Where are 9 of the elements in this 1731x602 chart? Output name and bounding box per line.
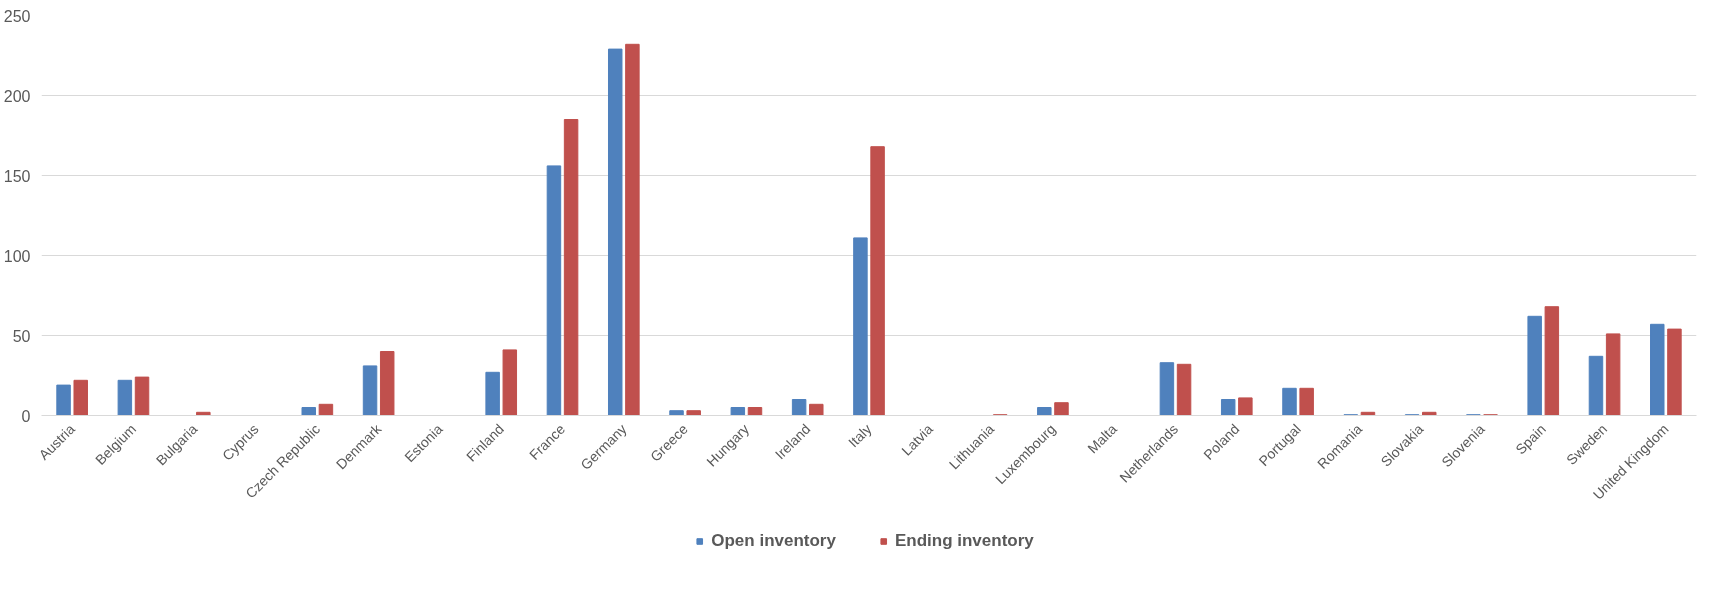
- y-tick-label: 250: [3, 7, 31, 25]
- x-tick-label: Italy: [845, 420, 875, 451]
- y-tick-label: 100: [3, 247, 31, 265]
- legend-label: Open inventory: [711, 531, 836, 551]
- y-tick-label: 150: [3, 167, 31, 185]
- y-tick-label: 50: [12, 327, 31, 345]
- y-tick-label: 200: [3, 87, 31, 105]
- legend-label: Ending inventory: [894, 531, 1034, 551]
- y-tick-label: 0: [21, 407, 31, 425]
